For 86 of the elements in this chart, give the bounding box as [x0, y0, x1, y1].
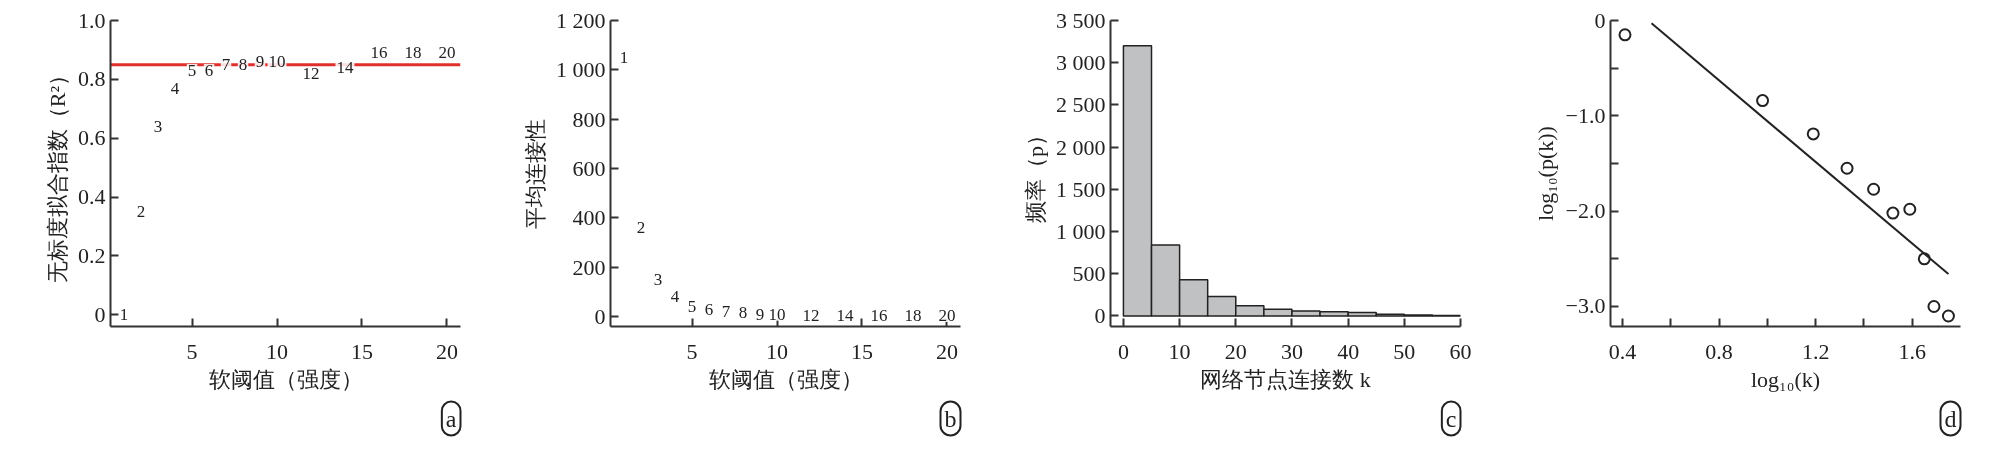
annotation: 5 [187, 61, 197, 81]
y-tick-label: 1.0 [78, 7, 106, 33]
y-tick-label: 200 [572, 254, 606, 280]
y-tick-label: 0 [1094, 303, 1106, 329]
y-tick-label: 1 500 [1056, 176, 1106, 202]
x-tick-label: 15 [850, 338, 873, 364]
annotation: 4 [170, 78, 180, 98]
annotation: 2 [136, 202, 146, 222]
text: d [1944, 405, 1957, 432]
annotation: 9 [755, 304, 765, 324]
annotation: 18 [404, 43, 422, 63]
y-tick-label: 0.6 [78, 125, 106, 151]
annotation: 14 [336, 58, 354, 78]
x-tick-label: 20 [935, 338, 958, 364]
y-tick-label: −2.0 [1565, 198, 1606, 224]
annotation: 9 [255, 52, 265, 72]
annotation: 16 [870, 305, 888, 325]
x-tick-label: 10 [1168, 338, 1191, 364]
x-axis-title: 软阈值（强度） [708, 366, 863, 392]
x-tick-label: 20 [435, 338, 458, 364]
y-tick-label: 2 000 [1056, 134, 1106, 160]
annotation: 2 [636, 218, 646, 238]
x-tick-label: 50 [1393, 338, 1416, 364]
y-axis-title: 无标度拟合指数（R²） [45, 63, 70, 284]
annotation: 10 [768, 304, 786, 324]
y-tick-label: 800 [572, 106, 606, 132]
y-tick-label: 600 [572, 156, 606, 182]
x-tick-label: 5 [186, 338, 198, 364]
annotation: 7 [221, 55, 231, 75]
y-tick-label: 0.8 [78, 66, 106, 92]
text: a [445, 405, 457, 432]
annotation: 4 [670, 287, 680, 307]
annotation: 5 [687, 297, 697, 317]
annotation: 12 [302, 63, 320, 83]
y-axis-title: 平均连接性 [523, 118, 548, 229]
y-tick-label: 0 [594, 304, 606, 330]
annotation: 14 [836, 305, 854, 325]
text: b [944, 405, 957, 432]
x-tick-label: 10 [266, 338, 288, 364]
y-tick-label: 1 000 [556, 57, 606, 83]
annotation: 12 [802, 305, 820, 325]
annotation: 10 [268, 52, 286, 72]
x-tick-label: 1.6 [1898, 338, 1926, 364]
annotation: 3 [653, 270, 663, 290]
y-tick-label: 3 500 [1056, 8, 1106, 33]
annotation: 8 [238, 55, 248, 75]
annotation: 16 [370, 43, 388, 63]
y-tick-label: 3 000 [1056, 50, 1106, 76]
y-tick-label: 0 [94, 301, 106, 327]
x-tick-label: 40 [1337, 338, 1360, 364]
y-tick-label: 1 000 [1056, 219, 1106, 245]
x-tick-label: 15 [350, 338, 373, 364]
y-tick-label: 2 500 [1056, 92, 1106, 118]
annotation: 6 [204, 61, 214, 81]
y-tick-label: 0 [1594, 7, 1606, 33]
annotation: 18 [904, 305, 922, 325]
x-tick-label: 60 [1449, 338, 1472, 364]
x-tick-label: 0.4 [1608, 338, 1637, 364]
x-tick-label: 10 [766, 338, 788, 364]
x-tick-label: 0.8 [1705, 338, 1733, 364]
x-axis-title: 软阈值（强度） [208, 366, 363, 392]
annotation: 1 [119, 305, 129, 325]
y-axis-title: log₁₀(p(k)) [1532, 126, 1558, 221]
y-tick-label: 0.4 [78, 184, 106, 210]
y-tick-label: 500 [1072, 261, 1106, 287]
x-tick-label: 1.2 [1801, 338, 1830, 364]
annotation: 3 [153, 116, 163, 136]
annotation: 7 [721, 302, 731, 322]
x-axis-title: 网络节点连接数 k [1200, 366, 1371, 392]
annotation: 20 [438, 43, 456, 63]
annotation: 1 [619, 48, 629, 68]
x-tick-label: 5 [686, 338, 698, 364]
x-tick-label: 30 [1280, 338, 1303, 364]
annotation: 20 [938, 305, 956, 325]
y-tick-label: −3.0 [1565, 293, 1606, 319]
x-tick-label: 0 [1117, 338, 1129, 364]
text: c [1445, 405, 1457, 432]
y-tick-label: −1.0 [1565, 102, 1606, 128]
y-tick-label: 1 200 [556, 8, 606, 33]
x-tick-label: 20 [1224, 338, 1247, 364]
y-tick-label: 0.2 [78, 242, 106, 268]
y-tick-label: 400 [572, 205, 606, 231]
x-axis-title: log₁₀(k) [1750, 366, 1821, 392]
y-axis-title: 频率（p） [1023, 124, 1048, 223]
annotation: 6 [704, 299, 714, 319]
annotation: 8 [738, 303, 748, 323]
